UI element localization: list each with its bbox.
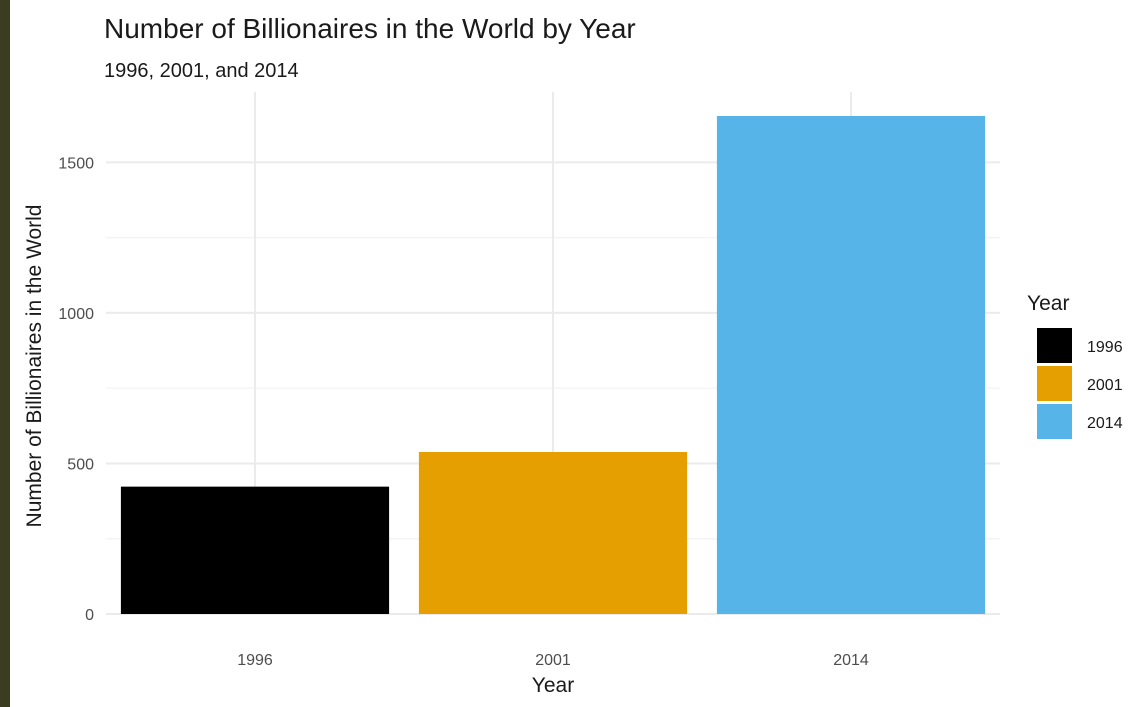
chart-subtitle: 1996, 2001, and 2014 [104,60,299,82]
y-tick-label: 1000 [58,306,94,323]
x-tick-label: 1996 [237,652,273,669]
bar-2014 [716,116,986,614]
bar-1996 [120,486,390,614]
legend-key-2001 [1037,366,1072,401]
legend-title: Year [1027,292,1069,315]
x-tick-label: 2014 [833,652,869,669]
chart-title: Number of Billionaires in the World by Y… [104,13,636,44]
chart-canvas: Number of Billionaires in the World by Y… [23,13,1123,697]
bar-2001 [418,452,688,614]
x-tick-label: 2001 [535,652,571,669]
chart-frame: Number of Billionaires in the World by Y… [10,0,1138,707]
y-tick-label: 1500 [58,155,94,172]
x-axis-ticks: 1996 2001 2014 [237,652,869,669]
bars [120,116,986,614]
legend-label: 1996 [1087,339,1123,356]
legend: Year 1996 2001 2014 [1027,292,1123,439]
x-axis-title: Year [532,674,574,697]
legend-label: 2014 [1087,415,1123,432]
y-tick-label: 500 [67,456,94,473]
y-tick-label: 0 [85,607,94,624]
y-axis-ticks: 0 500 1000 1500 [58,155,94,624]
y-axis-title: Number of Billionaires in the World [23,205,46,528]
legend-key-2014 [1037,404,1072,439]
legend-label: 2001 [1087,377,1123,394]
legend-entries: 1996 2001 2014 [1037,328,1123,439]
legend-key-1996 [1037,328,1072,363]
